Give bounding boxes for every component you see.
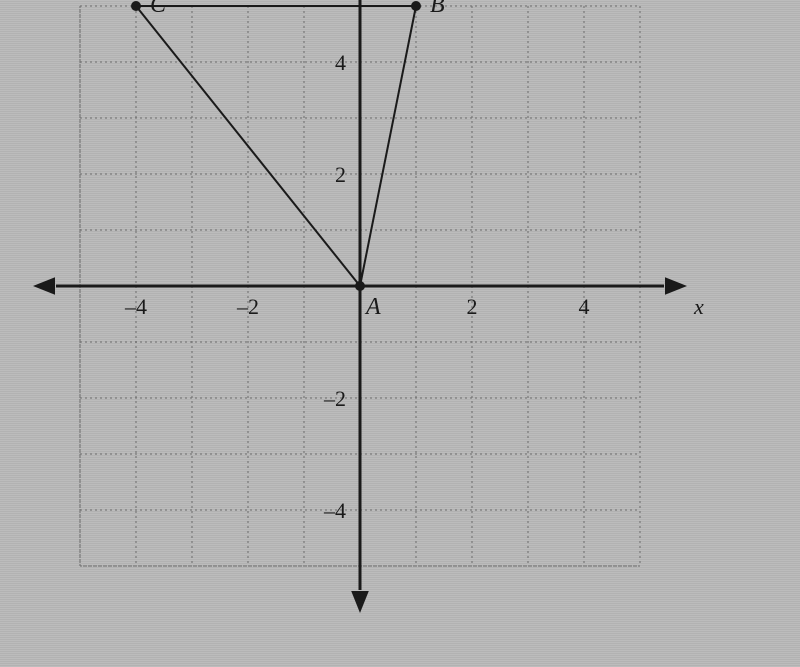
point-label-A: A (364, 294, 381, 320)
coordinate-plane: –4–224–4–224xyABC (0, 0, 800, 667)
point-C (131, 1, 141, 11)
x-tick-label: –2 (236, 294, 259, 319)
axis-arrow (351, 591, 369, 613)
y-tick-label: 2 (335, 162, 346, 187)
y-tick-label: 4 (335, 50, 346, 75)
plane-svg: –4–224–4–224xyABC (0, 0, 800, 667)
point-B (411, 1, 421, 11)
x-tick-label: 2 (467, 294, 478, 319)
y-tick-label: –2 (323, 386, 346, 411)
axis-arrow (665, 277, 687, 295)
y-tick-label: –4 (323, 498, 346, 523)
point-label-B: B (430, 0, 445, 18)
point-label-C: C (150, 0, 167, 18)
x-tick-label: 4 (579, 294, 590, 319)
x-tick-label: –4 (124, 294, 147, 319)
x-axis-label: x (693, 294, 704, 319)
segment-AB (360, 6, 416, 286)
axis-arrow (33, 277, 55, 295)
point-A (355, 281, 365, 291)
